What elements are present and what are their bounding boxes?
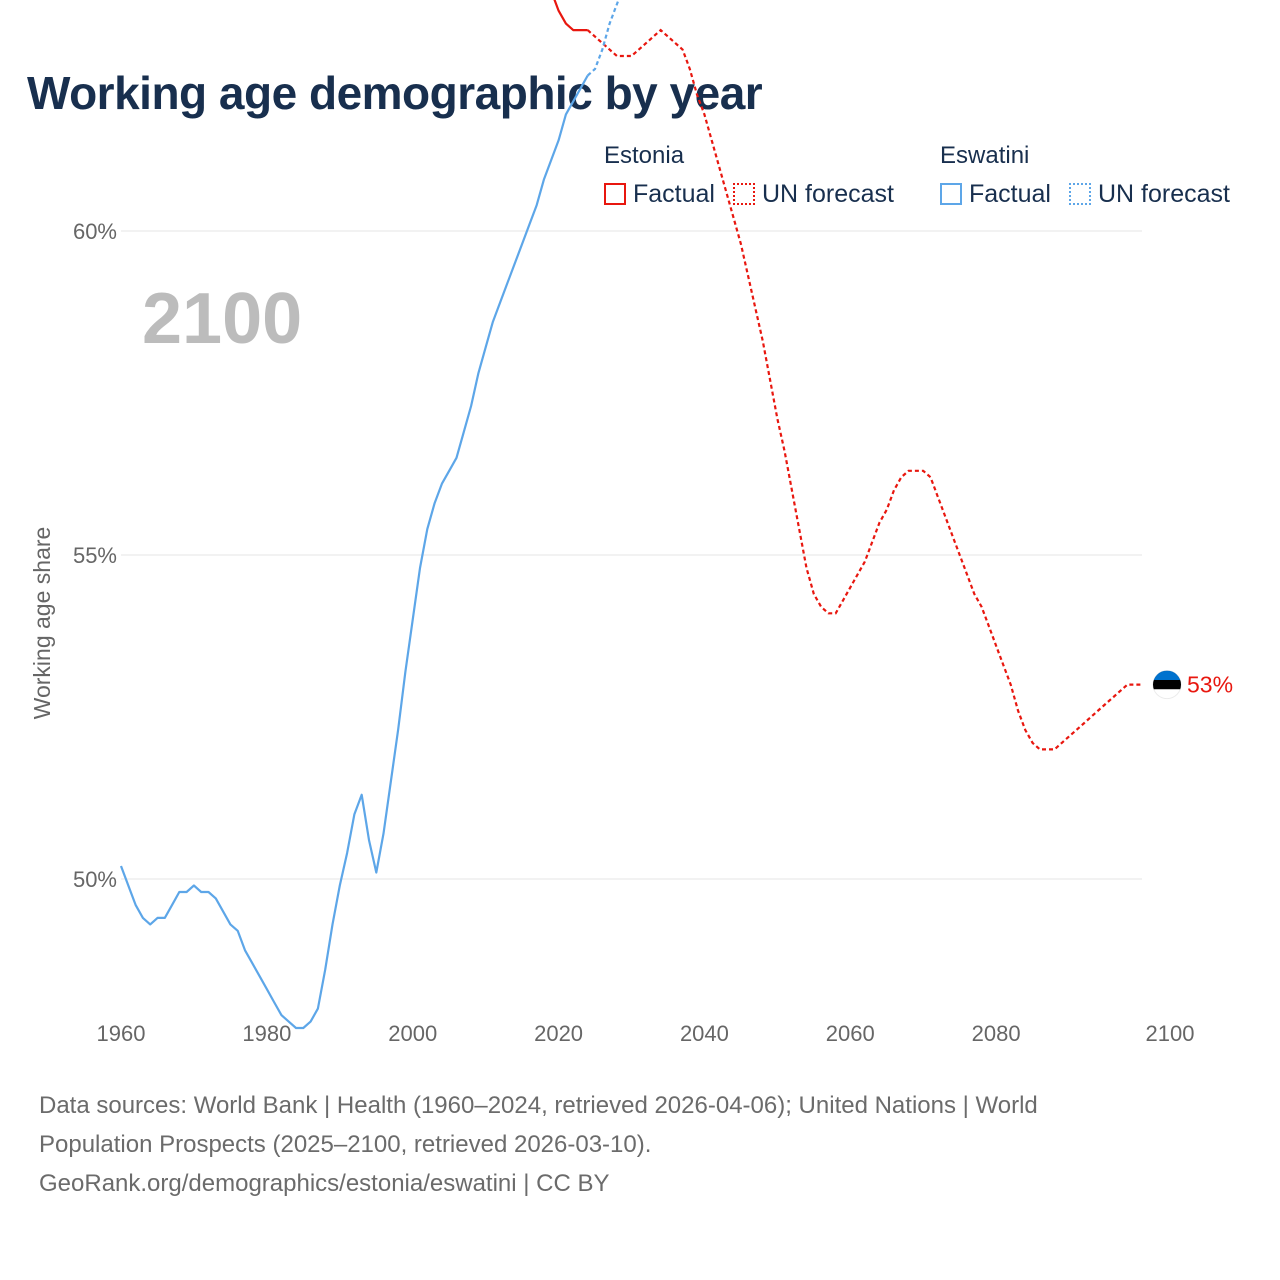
y-tick-label: 50% xyxy=(73,867,117,892)
legend-estonia-forecast[interactable]: UN forecast xyxy=(732,179,894,209)
end-markers: 53%64.4% xyxy=(1152,670,1233,700)
legend-eswatini-factual[interactable]: Factual xyxy=(940,180,1051,209)
legend-swatch-solid xyxy=(604,183,626,205)
y-axis-ticks: 50%55%60%65% xyxy=(73,219,117,892)
footer: Data sources: World Bank | Health (1960–… xyxy=(39,1086,1239,1203)
series-line-estonia-factual xyxy=(553,0,588,32)
legend-group-estonia: Estonia Factual UN forecast xyxy=(604,142,912,212)
legend-label: UN forecast xyxy=(1097,179,1230,208)
flag-estonia-icon xyxy=(1153,670,1181,699)
y-axis-label: Working age share xyxy=(29,527,55,720)
x-tick-label: 2100 xyxy=(1146,1021,1195,1046)
end-value-label-estonia: 53% xyxy=(1187,672,1233,698)
footer-sources-line2: Population Prospects (2025–2100, retriev… xyxy=(39,1131,652,1158)
legend-label: Factual xyxy=(633,179,715,208)
line-chart: 2100 50%55%60%65% 1960198020002020204020… xyxy=(29,0,1233,1046)
legend-eswatini-forecast[interactable]: UN forecast xyxy=(1068,179,1230,209)
footer-attribution: GeoRank.org/demographics/estonia/eswatin… xyxy=(39,1170,610,1197)
legend-estonia-factual[interactable]: Factual xyxy=(604,180,715,209)
current-year-label: 2100 xyxy=(142,279,302,359)
x-tick-label: 1960 xyxy=(97,1021,146,1046)
x-tick-label: 2000 xyxy=(388,1021,437,1046)
x-axis-ticks: 1960 1980 2000 2020 2040 2060 2080 2100 xyxy=(97,1021,1195,1046)
y-tick-label: 55% xyxy=(73,543,117,568)
legend-label: UN forecast xyxy=(761,179,894,208)
chart-title: Working age demographic by year xyxy=(27,67,763,119)
footer-sources-line1: Data sources: World Bank | Health (1960–… xyxy=(39,1092,1038,1119)
legend-swatch-solid xyxy=(940,183,962,205)
legend-group-name: Eswatini xyxy=(940,142,1030,169)
x-tick-label: 2040 xyxy=(680,1021,729,1046)
legend-label: Factual xyxy=(969,179,1051,208)
legend-group-eswatini: Eswatini Factual UN forecast xyxy=(940,142,1248,212)
series-line-eswatini-factual xyxy=(119,74,589,1030)
legend-swatch-dotted xyxy=(732,183,755,205)
legend-group-name: Estonia xyxy=(604,142,685,169)
x-tick-label: 1980 xyxy=(242,1021,291,1046)
end-marker-ring xyxy=(1152,670,1182,700)
x-tick-label: 2080 xyxy=(972,1021,1021,1046)
series-line-estonia-forecast xyxy=(586,28,1142,751)
x-tick-label: 2020 xyxy=(534,1021,583,1046)
x-tick-label: 2060 xyxy=(826,1021,875,1046)
gridlines xyxy=(121,230,1142,880)
y-tick-label: 60% xyxy=(73,219,117,244)
series-lines xyxy=(119,0,1142,1030)
legend-swatch-dotted xyxy=(1068,183,1091,205)
